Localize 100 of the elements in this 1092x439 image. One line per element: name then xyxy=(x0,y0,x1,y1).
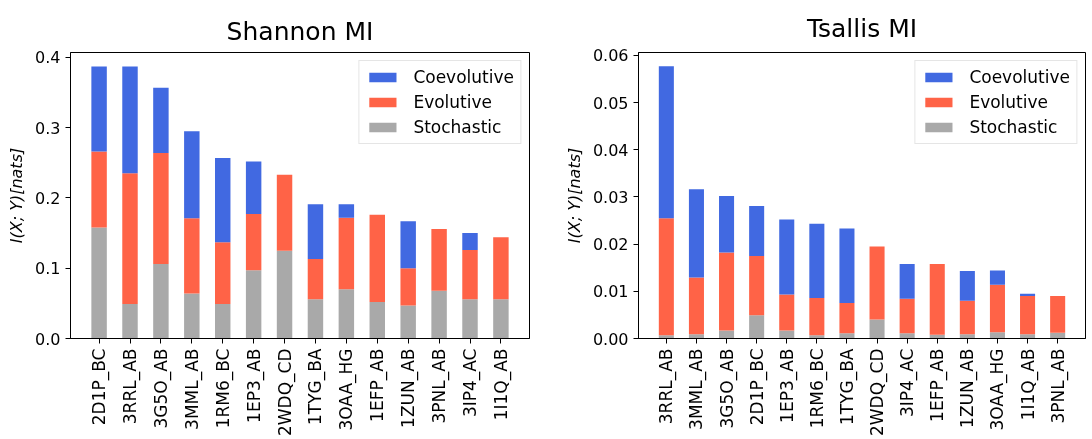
bar xyxy=(809,297,825,336)
y-axis-title: I(X; Y)[nats] xyxy=(7,147,27,244)
bar xyxy=(688,334,704,339)
bar xyxy=(688,277,704,335)
bar xyxy=(153,87,169,153)
x-tick-label: 2WDQ_CD xyxy=(274,348,296,437)
bar xyxy=(959,334,975,339)
x-tick-label: 1I1Q_AB xyxy=(1017,348,1039,421)
legend-label: Stochastic xyxy=(413,117,502,137)
bar xyxy=(929,263,945,335)
bar xyxy=(276,174,293,251)
y-tick-label: 0.04 xyxy=(592,140,629,160)
bar xyxy=(899,298,915,334)
bar xyxy=(1050,296,1066,333)
x-tick-label: 2D1P_BC xyxy=(89,348,111,426)
bar xyxy=(431,228,447,291)
bar xyxy=(122,66,138,174)
x-tick-label: 3MML_AB xyxy=(181,348,203,430)
bar xyxy=(493,299,509,339)
x-tick-label: 3G5O_AB xyxy=(150,348,172,429)
legend-label: Evolutive xyxy=(969,92,1048,112)
bar xyxy=(122,173,138,305)
y-tick-label: 0.1 xyxy=(35,259,61,279)
bar xyxy=(431,290,447,339)
bar xyxy=(749,315,765,339)
bar xyxy=(959,300,975,335)
bar xyxy=(779,294,795,331)
bar xyxy=(749,205,765,256)
bar xyxy=(839,228,855,304)
bar xyxy=(122,304,138,339)
bar xyxy=(809,335,825,339)
x-tick-label: 1EP3_AB xyxy=(776,348,798,423)
x-tick-label: 3OAA_HG xyxy=(336,348,358,431)
x-tick-label: 1RM6_BC xyxy=(212,348,234,429)
chart-title: Shannon MI xyxy=(226,16,374,46)
bar xyxy=(245,270,262,339)
bar xyxy=(719,252,735,331)
x-tick-label: 3G5O_AB xyxy=(716,348,738,429)
legend-label: Coevolutive xyxy=(413,67,514,87)
x-tick-label: 3OAA_HG xyxy=(987,348,1009,431)
legend-label: Coevolutive xyxy=(969,67,1070,87)
bar xyxy=(276,250,293,339)
bar xyxy=(91,66,107,152)
bar xyxy=(989,284,1005,333)
bar xyxy=(153,264,169,339)
y-tick-label: 0.2 xyxy=(35,188,61,208)
bar xyxy=(899,263,915,299)
y-tick-label: 0.03 xyxy=(592,187,629,207)
x-tick-label: 1RM6_BC xyxy=(806,348,828,429)
bar xyxy=(462,299,478,339)
y-tick-label: 0.01 xyxy=(592,282,629,302)
bar xyxy=(245,161,262,215)
y-tick-label: 0.0 xyxy=(35,329,61,349)
bar xyxy=(779,219,795,295)
chart-title: Tsallis MI xyxy=(805,14,918,43)
x-tick-label: 1ZUN_AB xyxy=(957,348,979,428)
x-tick-label: 3RRL_AB xyxy=(656,348,678,425)
x-tick-label: 3PNL_AB xyxy=(429,348,451,424)
x-tick-label: 3MML_AB xyxy=(686,348,708,430)
x-tick-label: 3IP4_AC xyxy=(460,348,481,418)
y-tick-label: 0.00 xyxy=(592,329,629,349)
x-tick-label: 1EP3_AB xyxy=(243,348,265,423)
y-tick-label: 0.06 xyxy=(592,46,629,66)
bar xyxy=(869,246,885,320)
bar xyxy=(688,189,704,278)
bar xyxy=(839,333,855,339)
x-tick-label: 2D1P_BC xyxy=(746,348,768,426)
bar xyxy=(899,333,915,339)
bar xyxy=(462,249,478,300)
y-tick-label: 0.02 xyxy=(592,235,629,255)
bar xyxy=(184,293,200,339)
bar xyxy=(658,218,674,336)
bar xyxy=(658,66,674,219)
bar xyxy=(215,304,231,339)
bar xyxy=(307,259,324,300)
bar xyxy=(989,270,1005,285)
bar xyxy=(307,299,324,339)
y-tick-label: 0.4 xyxy=(35,48,61,68)
bar xyxy=(959,271,975,301)
bar xyxy=(462,233,478,250)
bar xyxy=(369,301,385,339)
x-tick-label: 1EFP_AB xyxy=(367,348,389,422)
y-tick-label: 0.3 xyxy=(35,118,61,138)
bar xyxy=(493,237,509,300)
x-tick-label: 1EFP_AB xyxy=(927,348,949,422)
bar xyxy=(779,330,795,339)
legend-label: Evolutive xyxy=(413,92,492,112)
bar xyxy=(91,151,107,228)
bar xyxy=(400,268,416,306)
bar xyxy=(719,195,735,253)
x-tick-label: 1TYG_BA xyxy=(305,348,327,426)
y-axis-title: I(X; Y)[nats] xyxy=(564,147,584,244)
bar xyxy=(1020,334,1036,339)
bar xyxy=(245,214,262,271)
bar xyxy=(809,223,825,298)
bar xyxy=(749,255,765,316)
bar xyxy=(400,305,416,339)
x-tick-label: 1I1Q_AB xyxy=(490,348,512,421)
bar xyxy=(307,204,324,260)
x-tick-label: 2WDQ_CD xyxy=(867,348,889,437)
